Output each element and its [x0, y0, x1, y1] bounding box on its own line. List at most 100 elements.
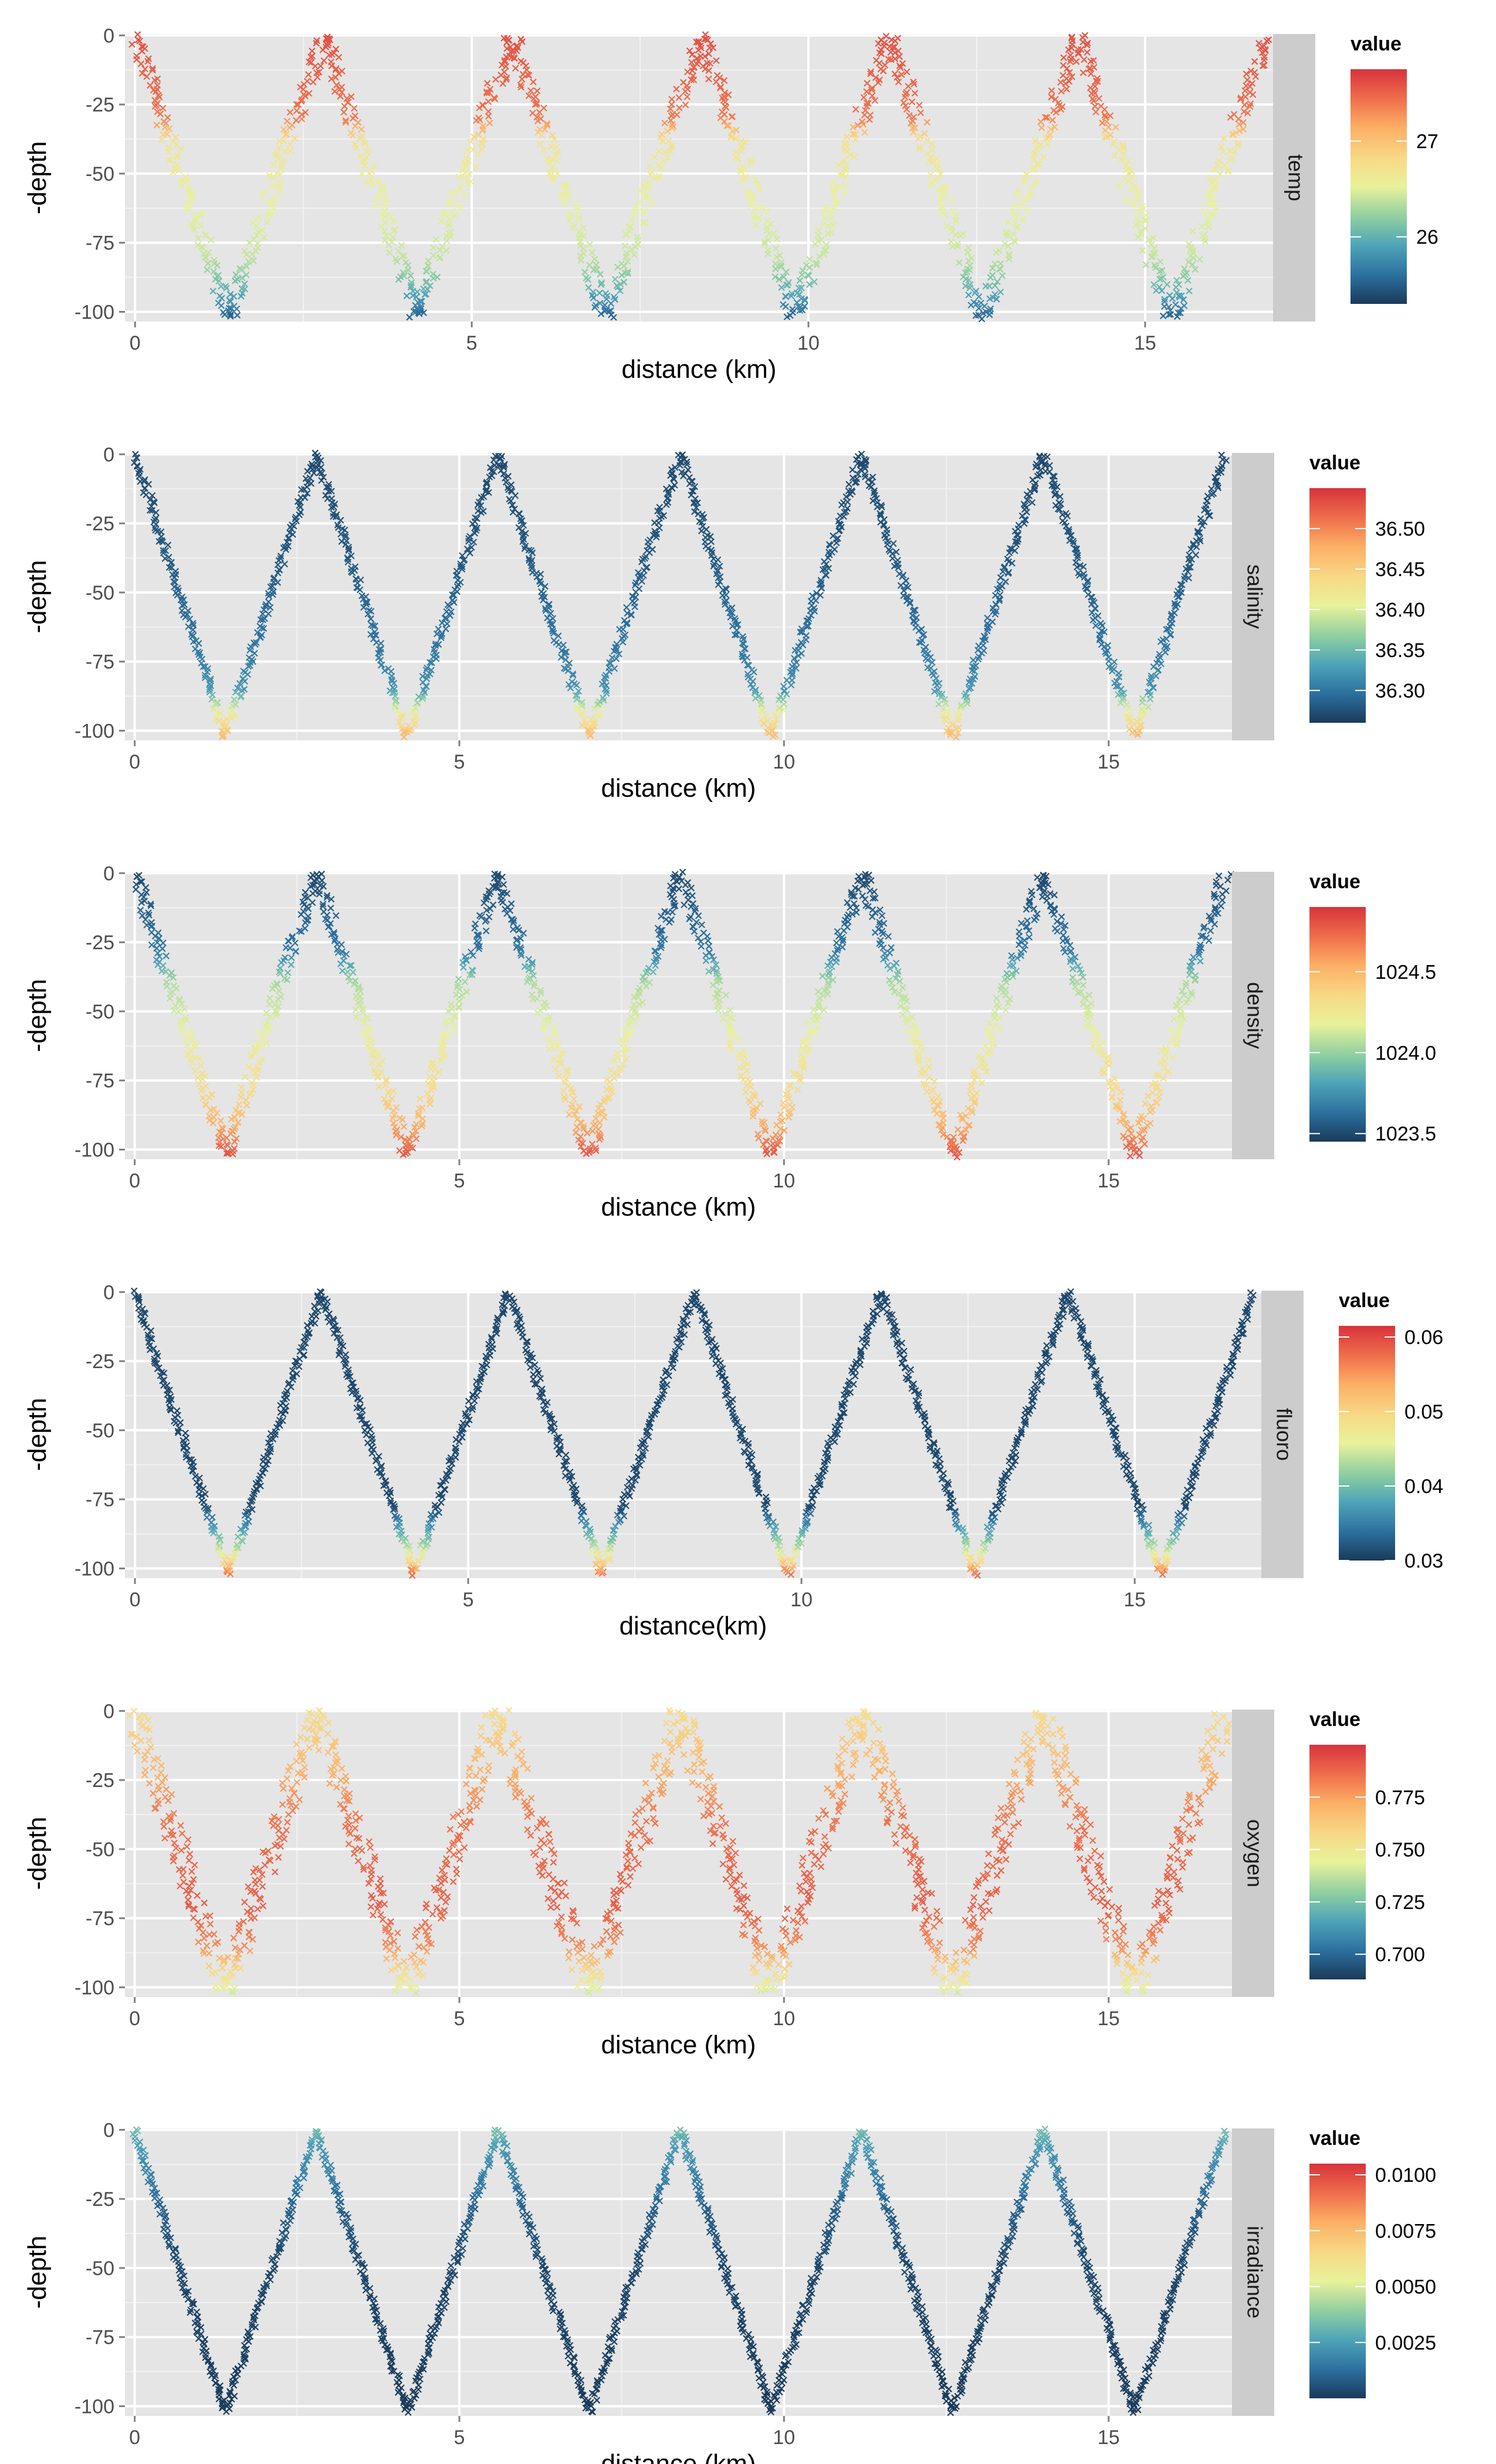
data-point	[202, 254, 209, 262]
data-point	[350, 104, 358, 112]
data-point	[380, 187, 387, 194]
data-point	[705, 67, 713, 75]
y-tick-label: -100	[75, 720, 114, 743]
data-point	[569, 225, 577, 232]
data-point	[205, 249, 212, 256]
data-point	[1027, 191, 1034, 199]
data-point	[236, 265, 243, 272]
data-point	[1246, 89, 1254, 96]
data-point	[1163, 281, 1171, 288]
data-point	[1038, 124, 1045, 131]
data-point	[445, 201, 452, 208]
data-point	[448, 188, 456, 196]
data-point	[332, 46, 340, 53]
data-point	[852, 106, 859, 113]
data-point	[243, 251, 251, 258]
data-point	[813, 261, 821, 269]
data-point	[407, 284, 415, 291]
data-point	[1234, 140, 1242, 147]
data-point	[351, 123, 359, 130]
data-point	[929, 159, 936, 166]
data-point	[664, 154, 671, 161]
data-point	[266, 172, 273, 179]
data-point	[1120, 143, 1127, 150]
data-point	[637, 187, 644, 195]
data-point	[1103, 118, 1111, 125]
data-point	[563, 181, 570, 189]
data-point	[989, 265, 996, 272]
data-point	[1009, 208, 1016, 215]
data-point	[218, 302, 225, 309]
data-point	[197, 212, 204, 219]
data-point	[776, 252, 783, 259]
data-point	[518, 76, 526, 83]
data-point	[777, 262, 784, 269]
data-point	[686, 47, 693, 55]
data-point	[1219, 148, 1227, 156]
data-point	[764, 250, 771, 258]
data-point	[1167, 311, 1174, 318]
data-point	[149, 66, 156, 74]
data-point	[1251, 58, 1258, 65]
data-point	[761, 241, 769, 248]
data-point	[610, 293, 618, 301]
data-point	[1011, 219, 1019, 226]
data-point	[840, 189, 848, 197]
data-point	[871, 97, 879, 104]
data-point	[787, 292, 795, 300]
data-point	[439, 243, 446, 250]
data-point	[822, 246, 830, 254]
data-point	[398, 242, 405, 249]
data-point	[204, 266, 211, 273]
data-point	[796, 277, 804, 284]
data-point	[601, 302, 608, 309]
data-point	[503, 39, 510, 46]
data-point	[782, 303, 790, 310]
data-point	[530, 95, 537, 102]
data-point	[276, 171, 284, 178]
data-point	[1126, 185, 1134, 193]
data-point	[1006, 252, 1013, 259]
y-tick-label: -50	[86, 163, 114, 185]
data-point	[586, 241, 593, 248]
data-point	[259, 193, 266, 200]
data-point	[436, 246, 444, 254]
data-point	[440, 210, 447, 218]
data-point	[429, 252, 437, 259]
data-point	[787, 312, 794, 319]
data-point	[412, 302, 419, 309]
data-point	[910, 113, 918, 121]
data-point	[772, 265, 779, 273]
data-point	[286, 141, 294, 148]
data-point	[1212, 206, 1219, 214]
data-point	[806, 281, 813, 288]
data-point	[1215, 157, 1222, 164]
data-point	[467, 178, 475, 185]
y-tick-label: 0	[103, 862, 114, 885]
x-tick-label: 15	[1098, 751, 1120, 773]
data-point	[952, 218, 960, 225]
data-point	[895, 78, 902, 86]
data-point	[917, 109, 925, 117]
data-point	[293, 107, 300, 114]
data-point	[169, 169, 177, 176]
data-point	[1110, 141, 1117, 148]
data-point	[269, 210, 276, 218]
data-point	[1072, 58, 1080, 65]
data-point	[545, 159, 552, 166]
data-point	[664, 127, 671, 135]
data-point	[297, 97, 305, 105]
data-point	[735, 155, 742, 163]
data-point	[543, 121, 551, 129]
data-point	[1244, 76, 1251, 84]
data-point	[706, 60, 714, 67]
data-point	[738, 147, 746, 155]
data-point	[705, 50, 713, 57]
data-point	[1058, 87, 1065, 95]
data-point	[666, 105, 674, 113]
data-point	[863, 88, 870, 96]
data-point	[1156, 268, 1164, 275]
data-point	[449, 208, 456, 216]
data-point	[486, 120, 493, 127]
data-point	[233, 276, 241, 283]
